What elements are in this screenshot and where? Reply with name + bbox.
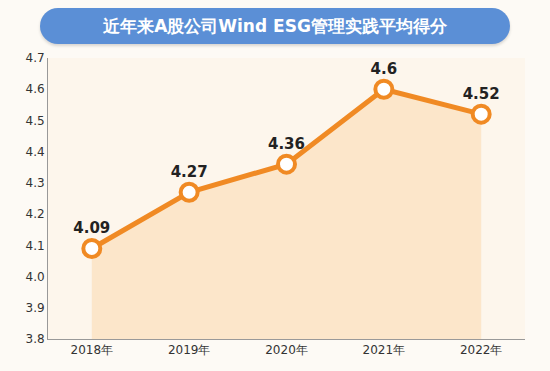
svg-text:4.09: 4.09 [73, 219, 110, 237]
svg-text:4.36: 4.36 [268, 135, 305, 153]
svg-text:4.52: 4.52 [463, 85, 500, 103]
svg-text:4.2: 4.2 [26, 207, 45, 221]
svg-text:2022年: 2022年 [460, 343, 503, 357]
svg-text:4.6: 4.6 [371, 60, 398, 78]
svg-text:2020年: 2020年 [265, 343, 308, 357]
svg-text:4.27: 4.27 [171, 163, 208, 181]
html-text:近年来A股公司Wind ESG管理实践平均得分: 近年来A股公司Wind ESG管理实践平均得分 [103, 16, 447, 36]
svg-text:4.4: 4.4 [26, 145, 45, 159]
svg-text:2021年: 2021年 [363, 343, 406, 357]
svg-text:4.7: 4.7 [26, 51, 45, 65]
svg-text:4.5: 4.5 [26, 114, 45, 128]
svg-text:3.9: 3.9 [26, 301, 45, 315]
svg-text:2019年: 2019年 [168, 343, 211, 357]
svg-text:2018年: 2018年 [71, 343, 114, 357]
svg-text:3.8: 3.8 [26, 332, 45, 346]
svg-text:4.0: 4.0 [26, 270, 45, 284]
svg-text:4.1: 4.1 [26, 239, 45, 253]
svg-text:4.6: 4.6 [26, 82, 45, 96]
svg-text:4.3: 4.3 [26, 176, 45, 190]
